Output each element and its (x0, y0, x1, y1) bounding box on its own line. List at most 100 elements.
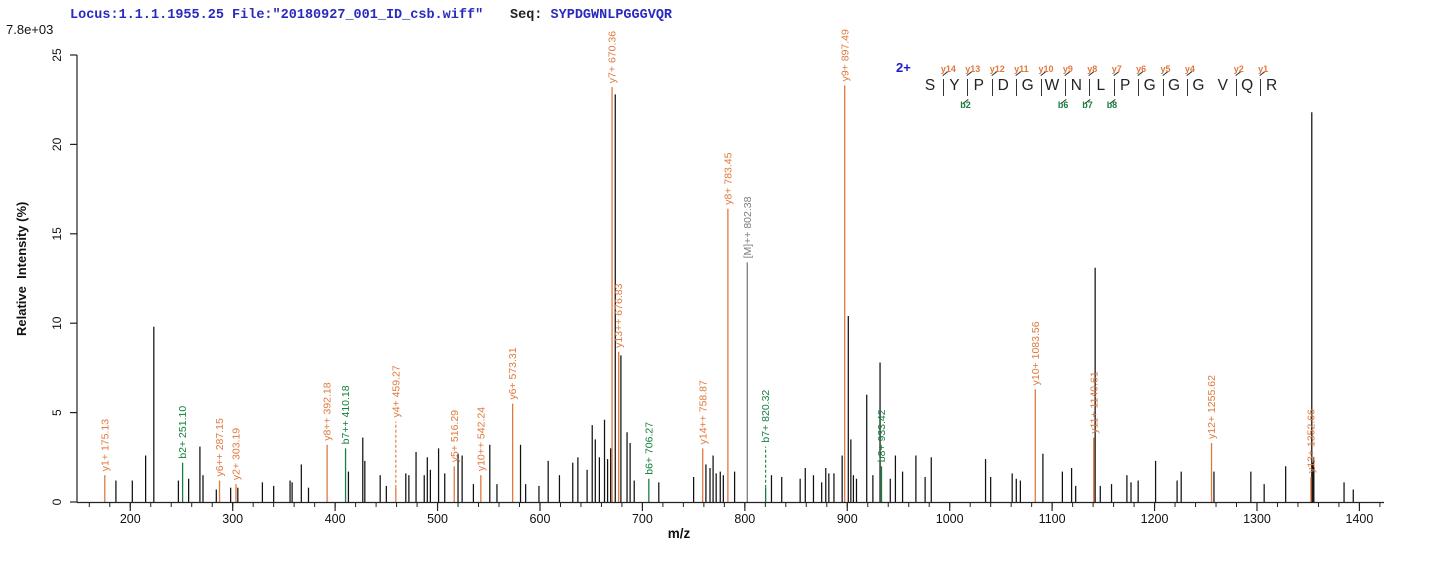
peak-y10-label: y10+ 1083.56 (1030, 321, 1042, 385)
peak-y5-label: y5+ 516.29 (449, 410, 461, 462)
peak-y14-label: y14++ 758.87 (697, 380, 709, 444)
cleavage-11: y4 (1184, 64, 1195, 96)
residue-6-W: W (1044, 77, 1060, 94)
fragment-divider (1113, 79, 1115, 96)
peak-y8-label: y8+ 783.45 (722, 152, 734, 204)
fragment-divider (1235, 79, 1237, 96)
residue-4-D: D (997, 77, 1009, 94)
cleavage-9: y6 (1135, 64, 1146, 96)
y-ion-label-y13: y13 (965, 64, 981, 74)
residue-13-V: V (1217, 77, 1228, 94)
fragment-divider (1186, 79, 1188, 96)
peak-y10-label: y10++ 542.24 (475, 407, 487, 471)
header-sequence: Seq: SYPDGWNLPGGGVQR (510, 8, 672, 23)
seq-value: SYPDGWNLPGGGVQR (550, 8, 673, 23)
y-ion-label-y12: y12 (989, 64, 1005, 74)
cleavage-3: y12 (989, 64, 1005, 96)
y-ion-label-y9: y9 (1062, 64, 1073, 74)
fragment-divider (1089, 79, 1091, 96)
peak-y13-label: y13++ 676.83 (613, 283, 625, 347)
cleavage-13: y2 (1233, 64, 1244, 96)
x-tick-label: 500 (427, 512, 448, 526)
fragment-divider (1138, 79, 1140, 96)
seq-label: Seq: (510, 8, 551, 23)
b-ion-label-b8: b8 (1106, 100, 1118, 110)
base-peak-intensity: 7.8e+03 (6, 22, 54, 37)
y-ion-label-y6: y6 (1136, 64, 1147, 74)
x-tick-label: 300 (222, 512, 243, 526)
b-ion-label-b6: b6 (1057, 100, 1069, 110)
peak-b7-label: b7+ 820.32 (760, 390, 772, 443)
peak-b2-label: b2+ 251.10 (177, 406, 189, 459)
y-tick-label: 5 (50, 409, 64, 416)
x-tick-label: 900 (837, 512, 858, 526)
peak-y7-label: y7+ 670.36 (607, 31, 619, 83)
peak-y6-label: y6+ 573.31 (507, 347, 519, 399)
residue-15-R: R (1265, 77, 1278, 94)
cleavage-7: y8 b7 (1082, 64, 1097, 110)
x-tick-label: 400 (325, 512, 346, 526)
peak-y4-label: y4+ 459.27 (390, 365, 402, 417)
fragment-divider (967, 79, 969, 96)
x-tick-label: 700 (632, 512, 653, 526)
residue-1-S: S (924, 77, 936, 94)
fragment-divider (1040, 79, 1042, 96)
peak-y1-label: y1+ 175.13 (99, 419, 111, 471)
residue-7-N: N (1070, 77, 1082, 94)
peak-b6-label: b6+ 706.27 (643, 422, 655, 475)
cleavage-5: y10 (1038, 64, 1054, 96)
y-ion-label-y8: y8 (1087, 64, 1098, 74)
y-tick-label: 10 (50, 316, 64, 330)
cleavage-14: y1 (1257, 64, 1268, 96)
cleavage-1: y14 (940, 64, 956, 96)
b-ion-label-b2: b2 (960, 100, 971, 110)
peak-y12-label: y12+ 1255.62 (1206, 375, 1218, 439)
fragment-divider (1260, 79, 1262, 96)
peak-y11-label: y11+ 1140.61 (1088, 371, 1100, 434)
header-locus-file: Locus:1.1.1.1955.25 File:"20180927_001_I… (70, 8, 484, 23)
peak-y8-label: y8++ 392.18 (322, 382, 334, 441)
fragment-divider (991, 79, 993, 96)
x-tick-label: 1400 (1346, 512, 1374, 526)
y-tick-label: 20 (50, 137, 64, 151)
residue-3-P: P (973, 77, 984, 94)
cleavage-2: y13 b2 (960, 64, 980, 110)
x-tick-label: 1200 (1141, 512, 1169, 526)
peak-y6-label: y6++ 287.15 (214, 418, 226, 477)
cleavage-8: y7 b8 (1107, 64, 1122, 110)
residue-8-L: L (1096, 77, 1106, 94)
x-tick-label: 1000 (936, 512, 964, 526)
b-ion-label-b7: b7 (1082, 100, 1093, 110)
x-tick-label: 1100 (1039, 512, 1066, 526)
y-ion-label-y10: y10 (1038, 64, 1054, 74)
residue-10-G: G (1143, 77, 1156, 94)
x-tick-label: 200 (120, 512, 141, 526)
residue-9-P: P (1120, 77, 1131, 94)
residue-14-Q: Q (1241, 77, 1254, 94)
y-ion-label-y4: y4 (1184, 64, 1195, 74)
fragment-divider (1064, 79, 1066, 96)
y-ion-label-y11: y11 (1014, 64, 1029, 74)
residue-11-G: G (1167, 77, 1181, 94)
precursor-charge: 2+ (896, 60, 911, 75)
cleavage-6: y9 b6 (1058, 64, 1073, 110)
x-tick-label: 800 (734, 512, 755, 526)
x-tick-label: 600 (530, 512, 551, 526)
peak-b7-label: b7++ 410.18 (340, 385, 352, 444)
x-axis-title: m/z (667, 526, 691, 541)
x-tick-label: 1300 (1243, 512, 1271, 526)
y-ion-label-y7: y7 (1111, 64, 1122, 74)
peak-M-label: [M]++ 802.38 (742, 196, 754, 258)
y-tick-label: 15 (50, 227, 64, 241)
y-tick-label: 0 (50, 498, 64, 505)
fragment-divider (1162, 79, 1164, 96)
y-ion-label-y5: y5 (1160, 64, 1171, 74)
cleavage-4: y11 (1013, 64, 1029, 96)
y-ion-label-y2: y2 (1233, 64, 1244, 74)
y-ion-label-y1: y1 (1258, 64, 1269, 74)
fragment-divider (942, 79, 944, 96)
residue-5-G: G (1021, 77, 1034, 94)
